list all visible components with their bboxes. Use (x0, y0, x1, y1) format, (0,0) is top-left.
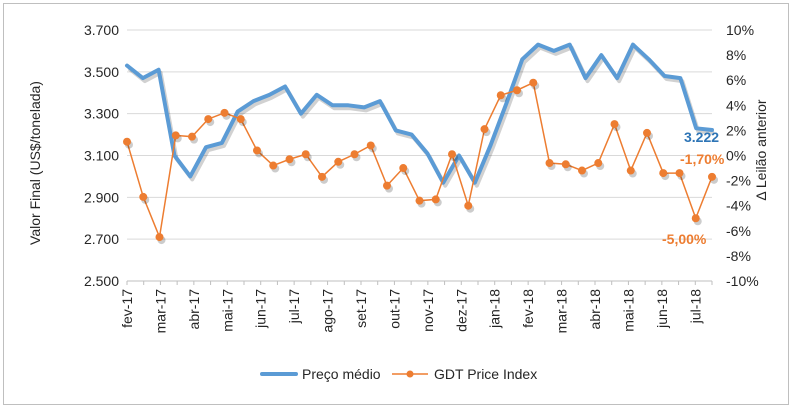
x-axis: fev-17 mar-17 abr-17 mai-17 jun-17 jul-17 ago-… (119, 280, 713, 334)
right-tick-label: -10% (726, 273, 759, 289)
left-tick-label: 2.900 (84, 189, 119, 205)
right-tick-label: 0% (726, 148, 746, 164)
gdt-point (708, 172, 716, 181)
left-axis-ticks: 3.700 3.500 3.300 3.100 2.900 2.700 2.500 (84, 22, 119, 289)
legend-label-preco-medio: Preço médio (302, 366, 381, 382)
gdt-point (366, 141, 375, 150)
price-line (125, 42, 714, 185)
gdt-point (610, 120, 619, 129)
left-tick-label: 3.100 (84, 148, 119, 164)
gdt-point (399, 164, 408, 173)
y-axis-right-title: Δ Leilão anterior (753, 99, 769, 201)
right-tick-label: -6% (726, 223, 751, 239)
gdt-point (513, 86, 521, 95)
x-tick-label: fev-17 (119, 289, 135, 328)
x-tick-label: fev-18 (520, 289, 536, 328)
gdt-point (594, 159, 603, 168)
gdt-point (561, 160, 570, 169)
x-tick-label: jan-18 (487, 289, 503, 329)
gdt-point (220, 108, 229, 117)
annotation-last-gdt: -1,70% (680, 151, 725, 167)
x-tick-label: mai-18 (620, 289, 636, 332)
gdt-point (464, 201, 473, 210)
y-axis-left-title: Valor Final (US$/tonelada) (27, 81, 43, 245)
gdt-point (675, 169, 684, 178)
left-tick-label: 2.500 (84, 273, 119, 289)
right-axis-ticks: 10% 8% 6% 4% 2% 0% -2% -4% -6% -8% -10% (726, 22, 759, 289)
gdt-point (204, 115, 213, 124)
right-tick-label: 2% (726, 122, 746, 138)
gdt-line (126, 81, 713, 240)
x-tick-label: out-17 (386, 289, 402, 329)
right-tick-label: 6% (726, 72, 746, 88)
right-tick-label: 10% (726, 22, 754, 38)
x-tick-label: abr-18 (587, 289, 603, 330)
gdt-point (626, 166, 635, 175)
left-tick-label: 2.700 (84, 231, 119, 247)
gdt-point (643, 128, 651, 137)
gdt-point (334, 157, 343, 166)
x-tick-label: mar-18 (554, 289, 570, 334)
annotation-min-gdt: -5,00% (662, 231, 707, 247)
annotation-last-price: 3.222 (684, 129, 719, 145)
gdt-point (431, 195, 440, 204)
gdt-point (318, 172, 326, 181)
series-preco-medio (125, 42, 715, 188)
x-tick-label: set-17 (353, 289, 369, 328)
left-tick-label: 3.300 (84, 106, 119, 122)
gdt-point (188, 132, 196, 141)
series-gdt-price-index (123, 78, 718, 245)
right-tick-label: 8% (726, 47, 746, 63)
gdt-point (301, 150, 310, 159)
x-tick-label: nov-17 (420, 289, 436, 332)
right-tick-label: -8% (726, 248, 751, 264)
x-tick-label: jul-18 (687, 289, 703, 324)
legend: Preço médio GDT Price Index (260, 366, 537, 382)
gdt-point (285, 155, 294, 164)
x-tick-label: jun-17 (253, 289, 269, 329)
gdt-point (236, 115, 245, 124)
price-line-shadow (127, 45, 715, 188)
right-tick-label: -2% (726, 173, 751, 189)
x-tick-label: ago-17 (320, 289, 336, 333)
legend-label-gdt: GDT Price Index (434, 366, 537, 382)
gdt-point (269, 161, 278, 170)
gdt-point (383, 181, 391, 190)
gdt-point (415, 196, 424, 205)
gdt-point (480, 125, 489, 134)
right-tick-label: 4% (726, 97, 746, 113)
gdt-point (123, 137, 131, 146)
legend-marker-gdt (406, 370, 414, 378)
left-tick-label: 3.700 (84, 22, 119, 38)
gdt-point (448, 150, 456, 159)
x-tick-label: abr-17 (186, 289, 202, 330)
gdt-point (496, 91, 505, 100)
gdt-point (253, 146, 261, 155)
gdt-point (171, 131, 180, 140)
left-tick-label: 3.500 (84, 64, 119, 80)
x-tick-label: mar-17 (152, 289, 168, 334)
gdt-point (139, 192, 148, 201)
x-tick-label: mai-17 (219, 289, 235, 332)
right-tick-label: -4% (726, 198, 751, 214)
gdt-point (350, 150, 359, 159)
gdt-point (545, 159, 554, 168)
gdt-point (529, 78, 538, 87)
gdt-point (691, 214, 700, 223)
x-tick-label: jun-18 (654, 289, 670, 329)
gdt-point (155, 233, 164, 242)
gdt-point (578, 166, 586, 175)
gdt-point (659, 169, 668, 178)
x-tick-label: dez-17 (453, 289, 469, 332)
x-tick-label: jul-17 (286, 289, 302, 324)
